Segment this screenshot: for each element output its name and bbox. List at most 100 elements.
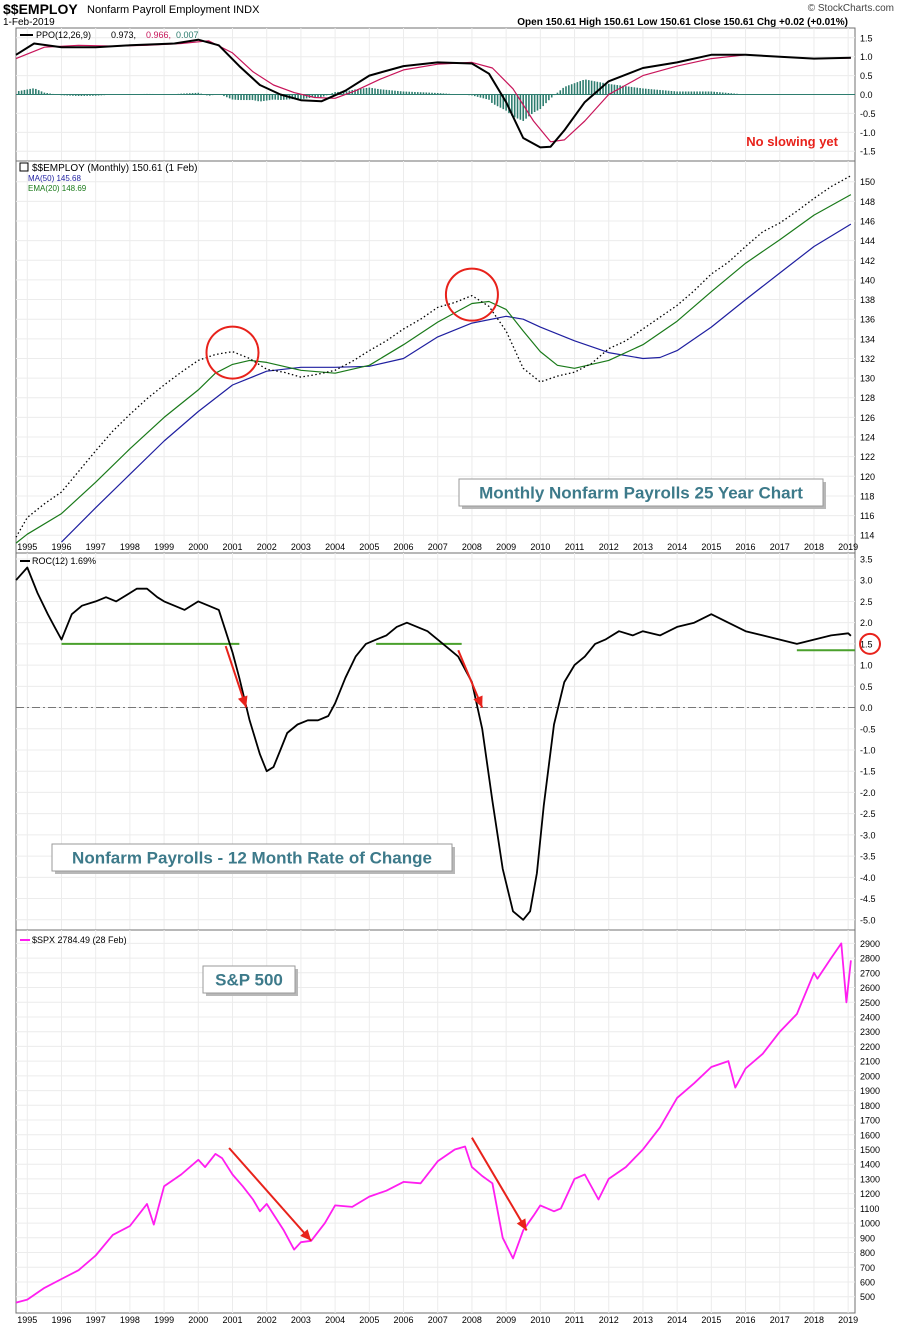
- x-tick-label: 2016: [736, 1315, 756, 1325]
- y-tick-label: 1600: [860, 1130, 880, 1140]
- x-tick-label: 2008: [462, 542, 482, 552]
- y-tick-label: 1100: [860, 1204, 879, 1214]
- y-tick-label: 600: [860, 1277, 875, 1287]
- y-tick-label: -2.0: [860, 788, 876, 798]
- y-tick-label: 1.5: [860, 33, 873, 43]
- x-tick-label: 2004: [325, 542, 345, 552]
- y-tick-label: -4.5: [860, 894, 876, 904]
- x-tick-label: 2003: [291, 1315, 311, 1325]
- y-tick-label: 134: [860, 334, 875, 344]
- y-tick-label: 2400: [860, 1012, 880, 1022]
- ohlc-readout: Open 150.61 High 150.61 Low 150.61 Close…: [517, 17, 848, 28]
- chart-instrument-name: Nonfarm Payroll Employment INDX: [87, 4, 259, 16]
- x-tick-label: 2011: [565, 1315, 584, 1325]
- ma50-line: [61, 223, 852, 543]
- y-tick-label: 2500: [860, 998, 880, 1008]
- y-tick-label: 142: [860, 256, 875, 266]
- y-tick-label: -1.5: [860, 767, 876, 777]
- x-tick-label: 2015: [701, 1315, 721, 1325]
- x-tick-label: 1998: [120, 542, 140, 552]
- x-tick-label: 2012: [599, 542, 619, 552]
- y-tick-label: 140: [860, 275, 875, 285]
- price-legend-main: $$EMPLOY (Monthly) 150.61 (1 Feb): [32, 163, 197, 174]
- spx-line: [15, 942, 852, 1304]
- x-tick-label: 2013: [633, 542, 653, 552]
- instrument-name: Nonfarm Payroll Employment: [87, 4, 231, 16]
- price-panel-title: Monthly Nonfarm Payrolls 25 Year Chart: [479, 484, 803, 503]
- y-tick-label: 136: [860, 315, 875, 325]
- roc-arrow-0-head: [237, 695, 248, 708]
- y-tick-label: 128: [860, 393, 875, 403]
- y-tick-label: 2700: [860, 968, 880, 978]
- ema20-legend: EMA(20) 148.69: [28, 184, 87, 193]
- x-tick-label: 2005: [359, 1315, 379, 1325]
- x-tick-label: 2007: [428, 1315, 448, 1325]
- y-tick-label: 2900: [860, 939, 880, 949]
- exchange-label: INDX: [233, 4, 260, 16]
- roc-value-circle: [859, 632, 881, 655]
- y-tick-label: 122: [860, 452, 875, 462]
- spx-arrow-1-head: [516, 1218, 527, 1231]
- ppo-legend-hist: 0.007: [176, 30, 199, 40]
- x-tick-label: 2012: [599, 1315, 619, 1325]
- y-tick-label: 130: [860, 374, 875, 384]
- y-tick-label: 116: [860, 511, 874, 521]
- x-tick-label: 1999: [154, 542, 174, 552]
- y-tick-label: 2.5: [860, 597, 873, 607]
- x-tick-label: 2005: [359, 542, 379, 552]
- ppo-legend-signal: 0.966,: [146, 30, 171, 40]
- y-tick-label: 138: [860, 295, 875, 305]
- y-tick-label: 900: [860, 1233, 875, 1243]
- spx-arrow-0-head: [300, 1229, 312, 1241]
- x-tick-label: 2001: [222, 1315, 242, 1325]
- x-tick-label: 2016: [736, 542, 756, 552]
- spx-panel-title: S&P 500: [215, 971, 283, 990]
- x-tick-label: 2004: [325, 1315, 345, 1325]
- y-tick-label: 1000: [860, 1219, 880, 1229]
- y-tick-label: 0.5: [860, 71, 873, 81]
- y-tick-label: -3.5: [860, 852, 876, 862]
- x-tick-label: 2010: [530, 542, 550, 552]
- x-tick-label: 2018: [804, 1315, 824, 1325]
- highlight-circle-1: [444, 267, 499, 322]
- x-tick-label: 2000: [188, 542, 208, 552]
- x-tick-label: 2002: [257, 1315, 277, 1325]
- y-tick-label: -4.0: [860, 873, 876, 883]
- y-tick-label: 146: [860, 217, 875, 227]
- ppo-signal-line: [15, 40, 851, 143]
- y-tick-label: 1.0: [860, 661, 873, 671]
- roc-panel-title: Nonfarm Payrolls - 12 Month Rate of Chan…: [72, 849, 432, 868]
- x-tick-label: 2006: [394, 542, 414, 552]
- roc-legend: ROC(12) 1.69%: [32, 556, 96, 566]
- price-panel-title-box: [458, 478, 824, 507]
- y-tick-label: -1.0: [860, 745, 876, 755]
- y-tick-label: 500: [860, 1292, 875, 1302]
- y-tick-label: 800: [860, 1248, 875, 1258]
- y-tick-label: -5.0: [860, 915, 876, 925]
- x-tick-label: 1995: [17, 1315, 37, 1325]
- ppo-line: [15, 38, 851, 149]
- y-tick-label: -0.5: [860, 109, 876, 119]
- x-tick-label: 2014: [667, 542, 687, 552]
- x-tick-label: 1997: [86, 542, 106, 552]
- roc-arrow-1-head: [473, 695, 483, 708]
- ema20-line: [15, 194, 852, 544]
- x-tick-label: 2009: [496, 1315, 516, 1325]
- ppo-legend-label: PPO(12,26,9): [36, 30, 91, 40]
- y-tick-label: -1.5: [860, 147, 876, 157]
- y-tick-label: 114: [860, 531, 874, 541]
- y-tick-label: 2300: [860, 1027, 880, 1037]
- y-tick-label: 120: [860, 472, 875, 482]
- y-tick-label: 3.0: [860, 576, 873, 586]
- price-legend-swatch: [19, 162, 29, 172]
- y-tick-label: 2100: [860, 1057, 880, 1067]
- y-tick-label: 118: [860, 491, 874, 501]
- ppo-legend-value: 0.973,: [111, 30, 136, 40]
- x-tick-label: 2001: [222, 542, 242, 552]
- ppo-annotation: No slowing yet: [746, 134, 838, 149]
- y-tick-label: -0.5: [860, 724, 876, 734]
- y-tick-label: -2.5: [860, 809, 876, 819]
- roc-line: [15, 566, 852, 921]
- y-tick-label: 0.0: [860, 90, 873, 100]
